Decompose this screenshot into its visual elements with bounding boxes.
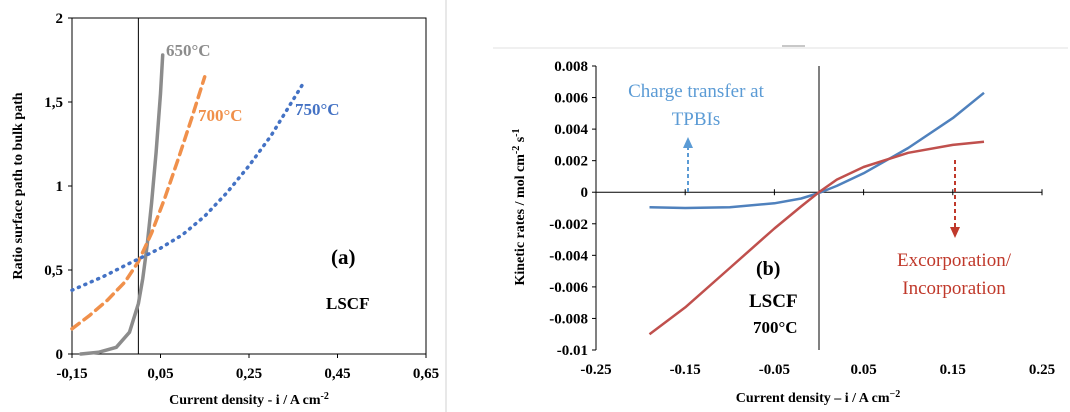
annotation-lscf-b: LSCF xyxy=(749,291,798,312)
arrow-excorporation-head xyxy=(950,227,960,238)
annotation-temp-b: 700°C xyxy=(753,318,798,337)
callout-excorporation-line2: Incorporation xyxy=(902,278,1006,299)
y-tick-label: 0.008 xyxy=(554,59,588,75)
series-line-0 xyxy=(79,53,165,356)
panel-label-a: (a) xyxy=(331,245,356,269)
chart-b-x-ticks: -0.25 -0.15 -0.05 0.05 0.15 0.25 xyxy=(580,189,1055,378)
y-tick-label: -0.01 xyxy=(557,343,588,359)
chart-b: 0.0080.0060.0040.0020-0.002-0.004-0.006-… xyxy=(511,59,1055,406)
chart-b-series xyxy=(648,91,985,336)
x-axis-title-b: Current density – i / A cm−2 xyxy=(736,389,900,406)
y-tick-label: -0.006 xyxy=(549,280,588,296)
chart-a-series xyxy=(70,53,304,356)
x-tick-label: -0.05 xyxy=(759,362,790,378)
panel-label-b: (b) xyxy=(756,258,780,280)
y-tick-label: 1,5 xyxy=(44,95,63,111)
chart-a-x-ticks: -0,15 0,05 0,25 0,45 0,65 xyxy=(56,354,439,382)
x-tick-label: -0.25 xyxy=(580,362,611,378)
x-axis-title-a: Current density - i / A cm-2 xyxy=(169,391,329,408)
y-tick-label: 0.004 xyxy=(554,122,588,138)
callout-charge-transfer-line1: Charge transfer at xyxy=(628,81,764,102)
x-tick-label: -0,15 xyxy=(56,366,87,382)
chart-a-frame xyxy=(71,17,427,355)
x-tick-label: 0.25 xyxy=(1029,362,1055,378)
annotation-lscf-a: LSCF xyxy=(326,294,369,313)
x-tick-label: 0,25 xyxy=(236,366,262,382)
x-tick-label: 0.05 xyxy=(850,362,876,378)
y-tick-label: -0.002 xyxy=(549,217,588,233)
y-axis-title-a: Ratio surface path to bulk path xyxy=(11,92,26,279)
x-tick-label: -0.15 xyxy=(670,362,701,378)
y-tick-label: 0.006 xyxy=(554,91,588,107)
chart-b-y-ticks: 0.008 0.006 0.004 0.002 0 -0.002 -0.004 -0.006 -… xyxy=(549,59,596,359)
arrow-charge-transfer-head xyxy=(683,137,693,148)
series-line-1 xyxy=(648,140,985,336)
series-label-700: 700°C xyxy=(198,106,243,125)
series-label-750: 750°C xyxy=(295,100,340,119)
series-label-650: 650°C xyxy=(166,41,211,60)
y-tick-label: 0,5 xyxy=(44,263,63,279)
y-tick-label: 0 xyxy=(581,185,589,201)
y-tick-label: -0.008 xyxy=(549,311,588,327)
y-tick-label: 2 xyxy=(56,11,64,27)
x-tick-label: 0,05 xyxy=(147,366,173,382)
callout-charge-transfer-line2: TPBIs xyxy=(672,109,721,130)
x-tick-label: 0,65 xyxy=(413,366,439,382)
chart-a: 0 0,5 1 1,5 2 -0,15 0,05 0,25 0,45 0,65 650°C 70… xyxy=(11,11,439,408)
series-line-2 xyxy=(70,83,304,292)
y-tick-label: 0 xyxy=(56,347,64,363)
y-tick-label: 0.002 xyxy=(554,154,588,170)
x-tick-label: 0.15 xyxy=(940,362,966,378)
chart-a-y-ticks: 0 0,5 1 1,5 2 xyxy=(44,11,72,363)
y-tick-label: 1 xyxy=(56,179,64,195)
y-axis-title-b: Kinetic rates / mol cm-2 s-1 xyxy=(511,128,528,285)
x-tick-label: 0,45 xyxy=(324,366,350,382)
y-tick-label: -0.004 xyxy=(549,248,588,264)
series-line-1 xyxy=(70,75,207,331)
callout-excorporation-line1: Excorporation/ xyxy=(897,250,1012,271)
